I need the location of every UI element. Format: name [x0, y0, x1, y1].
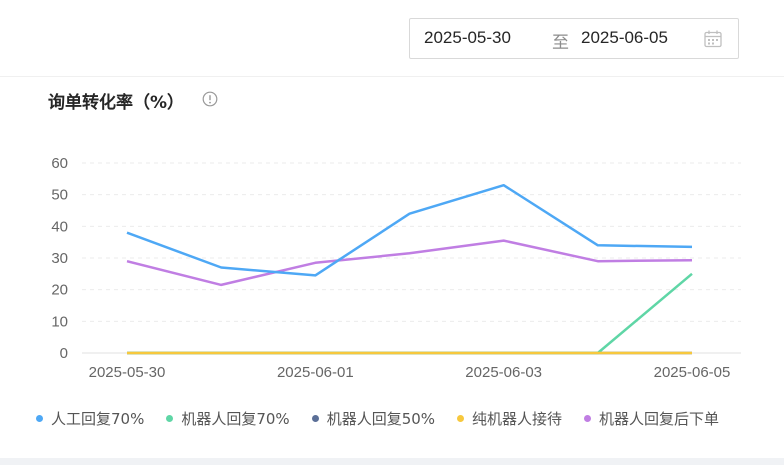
legend-item[interactable]: 人工回复70%	[36, 408, 144, 429]
y-tick-label: 0	[60, 345, 68, 362]
y-axis-ticks: 0 10 20 30 40 50 60	[51, 155, 68, 362]
legend-label: 机器人回复70%	[181, 409, 290, 428]
y-tick-label: 50	[51, 187, 68, 204]
x-tick-label: 2025-06-03	[465, 364, 542, 381]
x-tick-label: 2025-06-01	[277, 364, 354, 381]
legend-dot-icon	[36, 414, 43, 422]
legend-label: 机器人回复50%	[326, 409, 436, 428]
x-axis-ticks: 2025-05-30 2025-06-01 2025-06-03 2025-06-05	[89, 364, 731, 381]
series-line	[126, 239, 693, 287]
y-tick-label: 60	[51, 155, 68, 172]
y-tick-label: 10	[51, 313, 68, 330]
legend-label: 纯机器人接待	[472, 409, 563, 428]
legend-item[interactable]: 机器人回复50%	[311, 408, 436, 429]
calendar-icon[interactable]	[703, 29, 723, 49]
legend-label: 机器人回复后下单	[599, 409, 720, 428]
date-range-separator: 至	[552, 33, 569, 52]
grid-lines	[82, 162, 741, 354]
date-end-input[interactable]: 2025-06-05	[581, 28, 668, 47]
x-tick-label: 2025-05-30	[89, 364, 166, 381]
date-start-input[interactable]: 2025-05-30	[424, 28, 511, 47]
legend-dot-icon	[166, 414, 174, 422]
legend-item[interactable]: 机器人回复70%	[166, 408, 290, 429]
legend-label: 人工回复70%	[51, 409, 145, 428]
series-line	[126, 183, 693, 277]
y-tick-label: 40	[51, 218, 68, 235]
legend-item[interactable]: 机器人回复后下单	[584, 408, 719, 429]
y-tick-label: 20	[51, 282, 68, 299]
series-lines	[126, 183, 693, 355]
chart-title: 询单转化率（%）	[48, 93, 185, 113]
y-tick-label: 30	[51, 250, 68, 267]
chart-legend: 人工回复70% 机器人回复70% 机器人回复50% 纯机器人接待 机器人回复后下单	[36, 408, 741, 428]
legend-dot-icon	[584, 414, 592, 422]
series-line	[127, 272, 693, 355]
x-tick-label: 2025-06-05	[654, 364, 731, 381]
info-icon[interactable]	[202, 91, 218, 107]
date-range-picker[interactable]: 2025-05-30 至 2025-06-05	[409, 18, 739, 59]
legend-dot-icon	[311, 414, 319, 422]
legend-dot-icon	[457, 414, 465, 422]
legend-item[interactable]: 纯机器人接待	[457, 408, 562, 429]
toolbar: 2025-05-30 至 2025-06-05	[0, 0, 784, 77]
